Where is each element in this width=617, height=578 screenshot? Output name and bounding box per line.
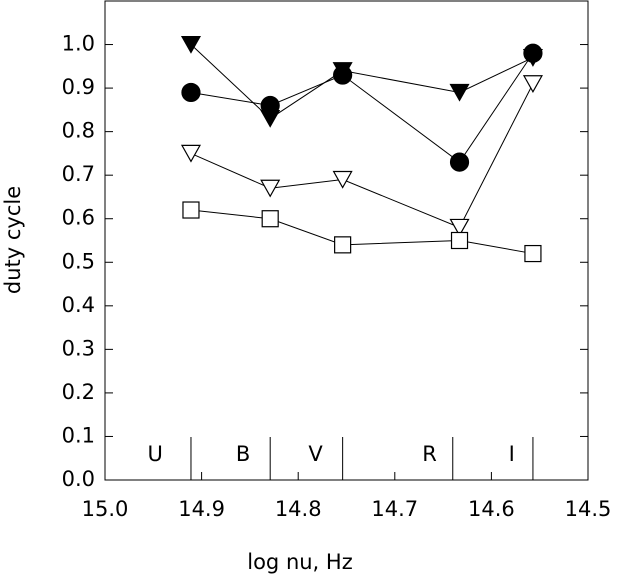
marker xyxy=(449,152,470,172)
marker xyxy=(450,231,469,250)
x-tick-label: 14.7 xyxy=(371,497,418,521)
marker xyxy=(522,75,543,93)
x-tick-label: 14.8 xyxy=(275,497,322,521)
band-label: V xyxy=(308,442,323,466)
marker xyxy=(334,236,352,254)
plot-frame xyxy=(104,0,589,481)
y-tick-label: 0.2 xyxy=(62,380,95,404)
series-line xyxy=(190,44,534,120)
band-label: R xyxy=(422,442,437,466)
y-tick-label: 0.9 xyxy=(62,75,95,99)
series-line xyxy=(190,209,534,255)
band-label: U xyxy=(148,442,163,466)
y-tick-label: 0.5 xyxy=(62,249,95,273)
x-tick-label: 14.5 xyxy=(565,497,612,521)
series-line xyxy=(190,83,534,229)
y-tick-label: 0.6 xyxy=(62,206,95,230)
x-axis-label: log nu, Hz xyxy=(247,550,352,574)
y-axis-label: duty cycle xyxy=(1,186,25,294)
marker xyxy=(182,201,200,219)
band-label: I xyxy=(509,442,515,466)
band-label: B xyxy=(236,442,250,466)
x-tick-label: 15.0 xyxy=(82,497,129,521)
y-tick-label: 0.7 xyxy=(62,162,95,186)
marker xyxy=(449,218,470,237)
y-tick-label: 0.1 xyxy=(62,423,95,447)
marker xyxy=(332,170,353,189)
marker xyxy=(180,35,201,54)
marker xyxy=(524,244,542,263)
marker xyxy=(260,95,280,116)
series-line xyxy=(190,52,534,163)
y-tick-label: 1.0 xyxy=(62,32,95,56)
marker xyxy=(333,65,353,85)
y-tick-label: 0.8 xyxy=(62,119,95,143)
marker xyxy=(181,82,201,103)
marker xyxy=(180,144,201,163)
x-tick-label: 14.9 xyxy=(178,497,225,521)
marker xyxy=(449,83,470,102)
marker xyxy=(523,43,543,63)
y-tick-label: 0.0 xyxy=(62,467,95,491)
y-tick-label: 0.4 xyxy=(62,293,95,317)
x-tick-label: 14.6 xyxy=(468,497,515,521)
marker xyxy=(260,179,281,198)
marker xyxy=(261,210,279,228)
y-tick-label: 0.3 xyxy=(62,336,95,360)
